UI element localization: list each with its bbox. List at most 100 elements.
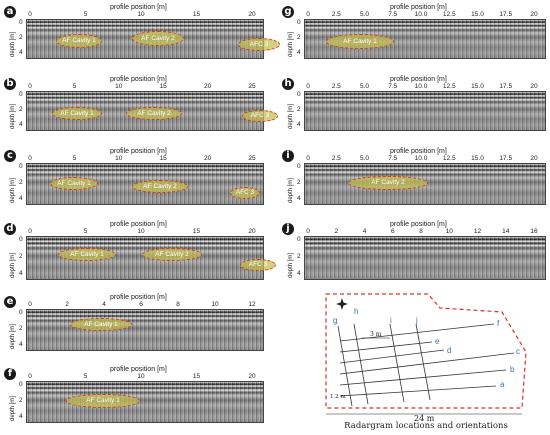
radargram-panel-c: c profile position [m] 0 5 10 15 20 25 0 2 4 depth … <box>4 148 264 208</box>
x-tick-label: 0 <box>306 155 310 162</box>
x-tick-label: 6 <box>390 228 395 235</box>
x-tick-label: 10 <box>137 11 145 18</box>
radargram-image <box>26 381 264 423</box>
x-tick-label: 10.0 <box>414 155 428 162</box>
x-tick-label: 5.0 <box>359 11 370 18</box>
x-tick-label: 15 <box>159 83 167 90</box>
x-tick-label: 7.5 <box>388 155 398 162</box>
radargram-image <box>304 91 546 131</box>
cavity-marker: AF Cavity 2 <box>132 31 184 46</box>
x-tick-label: 20 <box>203 83 212 90</box>
x-tick-label: 10 <box>137 228 145 235</box>
x-tick-label: 5 <box>83 11 88 18</box>
cavity-marker: AF Cavity 1 <box>326 34 394 49</box>
radargram-panel-i: i profile position [m] 0 2.5 5.0 7.5 10.0 12.5 1… <box>282 148 546 208</box>
map-spacing-label: 3 m <box>370 331 382 338</box>
depth-axis-label: depth [m] <box>10 323 16 349</box>
map-label-g: g <box>333 316 337 325</box>
x-tick-label: 2.5 <box>331 83 341 90</box>
cavity-marker: AF Cavity 1 <box>66 394 140 408</box>
panel-badge: e <box>4 296 16 308</box>
panel-badge: h <box>282 78 294 90</box>
x-tick-label: 2 <box>334 228 339 235</box>
depth-tick-label: 2 <box>297 34 301 41</box>
x-tick-label: 0 <box>28 301 32 308</box>
x-tick-label: 12.5 <box>442 83 456 90</box>
depth-axis-label: depth [m] <box>288 252 294 278</box>
depth-axis-label: depth [m] <box>288 31 294 57</box>
x-tick-label: 6 <box>139 301 143 308</box>
x-tick-label: 5.0 <box>359 155 370 162</box>
x-tick-label: 20 <box>530 11 538 18</box>
x-tick-label: 20 <box>530 83 538 90</box>
map-label-b: b <box>510 365 515 374</box>
axis-title: profile position [m] <box>390 76 447 83</box>
x-tick-label: 0 <box>306 83 310 90</box>
depth-tick-label: 2 <box>19 106 23 113</box>
depth-tick-label: 4 <box>297 270 301 277</box>
axis-title: profile position [m] <box>110 366 167 373</box>
x-tick-label: 17.5 <box>499 11 513 18</box>
map-label-f: f <box>497 319 500 328</box>
x-tick-label: 20 <box>203 155 212 162</box>
depth-tick-label: 4 <box>19 270 23 277</box>
x-tick-label: 0 <box>306 11 310 18</box>
cavity-marker: AF Cavity 2 <box>142 248 202 261</box>
radargram-panel-b: b profile position [m] 0 5 10 15 20 25 0 2 4 depth … <box>4 76 278 134</box>
radargram-panel-d: d profile position [m] 0 5 10 15 20 0 2 4 depth [m… <box>4 221 276 283</box>
radargram-panel-j: j profile position [m] 0 2 4 6 8 10 12 14 16 0 2 4 dep… <box>282 221 546 283</box>
compass-icon <box>336 298 348 310</box>
depth-tick-label: 4 <box>19 121 23 128</box>
radargram-panel-f: f profile position [m] 0 5 10 15 20 0 2 4 depth [m… <box>4 366 264 426</box>
x-tick-label: 0 <box>28 155 32 162</box>
line-labels: a b c d e f g h i j <box>333 307 520 389</box>
cavity-marker: AFC 3 <box>240 259 276 271</box>
axis-title: profile position [m] <box>110 4 167 11</box>
map-label-j: j <box>415 316 418 325</box>
x-tick-label: 14 <box>502 228 510 235</box>
depth-tick-label: 4 <box>19 413 23 420</box>
x-tick-label: 5 <box>72 155 77 162</box>
depth-tick-label: 2 <box>297 253 301 260</box>
x-tick-label: 12.5 <box>442 11 456 18</box>
x-tick-label: 17.5 <box>499 155 513 162</box>
depth-tick-label: 0 <box>297 91 301 98</box>
depth-axis-label: depth [m] <box>10 103 16 129</box>
depth-tick-label: 0 <box>297 163 301 170</box>
axis-title: profile position [m] <box>390 221 447 228</box>
x-tick-label: 25 <box>248 83 256 90</box>
cavity-marker: AF Cavity 1 <box>56 34 102 48</box>
x-tick-label: 10 <box>445 228 453 235</box>
x-tick-label: 20 <box>248 373 256 380</box>
panel-badge: b <box>4 78 16 90</box>
depth-tick-label: 0 <box>19 91 23 98</box>
x-tick-label: 10 <box>211 301 219 308</box>
map-svg: a b c d e f g h i j 3 m 1.2 m <box>325 293 527 415</box>
depth-tick-label: 2 <box>19 397 23 404</box>
x-tick-label: 20 <box>530 155 538 162</box>
cavity-marker: AF Cavity 2 <box>132 180 188 193</box>
x-tick-label: 8 <box>419 228 423 235</box>
cavity-marker: AF Cavity 2 <box>126 107 182 120</box>
depth-tick-label: 2 <box>19 34 23 41</box>
depth-tick-label: 0 <box>297 19 301 26</box>
cavity-marker: AF Cavity 1 <box>50 177 98 190</box>
depth-tick-label: 2 <box>19 325 23 332</box>
x-tick-label: 5 <box>83 228 88 235</box>
depth-tick-label: 0 <box>19 163 23 170</box>
radargram-panel-g: g profile position [m] 0 2.5 5.0 7.5 10.0 12.5 1… <box>282 4 546 62</box>
depth-axis-label: depth [m] <box>288 177 294 203</box>
panel-badge: d <box>4 223 16 235</box>
x-tick-label: 15 <box>159 155 167 162</box>
x-tick-label: 5 <box>83 373 88 380</box>
axis-title: profile position [m] <box>390 4 447 11</box>
depth-tick-label: 4 <box>297 121 301 128</box>
cavity-marker: AF Cavity 1 <box>58 248 116 261</box>
depth-axis-label: depth [m] <box>10 395 16 421</box>
x-tick-label: 0 <box>28 228 32 235</box>
x-tick-label: 15 <box>192 373 201 380</box>
x-tick-label: 0 <box>28 11 32 18</box>
x-tick-label: 25 <box>248 155 256 162</box>
cavity-marker: AFC 3 <box>230 187 260 199</box>
depth-tick-label: 2 <box>19 253 23 260</box>
